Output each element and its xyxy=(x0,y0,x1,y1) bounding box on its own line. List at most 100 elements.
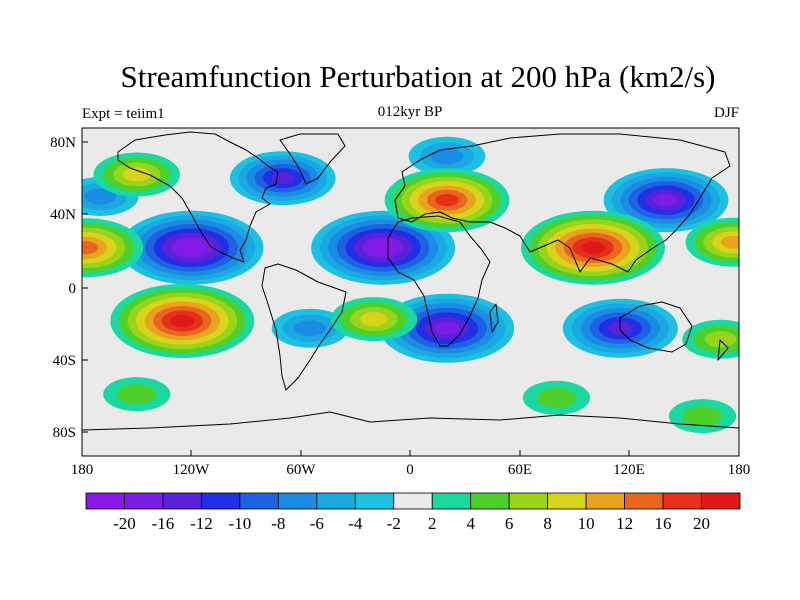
lon-label-60e: 60E xyxy=(508,462,532,478)
contour-level-pos8 xyxy=(123,167,151,182)
colorbar-swatch xyxy=(124,492,164,510)
contour-level-neg20 xyxy=(179,241,204,254)
positive-anomaly-17 xyxy=(522,380,591,415)
contour-level-pos4 xyxy=(536,387,577,408)
colorbar-label: 4 xyxy=(466,514,475,533)
colorbar-swatch xyxy=(470,492,510,510)
new-zealand-coastline xyxy=(717,339,729,361)
positive-anomaly-10 xyxy=(521,210,665,285)
contour-level-neg20 xyxy=(371,241,396,254)
colorbar-label: 20 xyxy=(693,514,710,533)
colorbar-label: 16 xyxy=(655,514,672,533)
colorbar-swatch xyxy=(162,492,202,510)
colorbar-label: 6 xyxy=(505,514,514,533)
colorbar-swatch xyxy=(431,492,472,510)
lat-label-40s: 40S xyxy=(53,353,76,369)
positive-anomaly-14 xyxy=(685,217,739,267)
antarctica-coastline xyxy=(82,411,739,431)
contour-level-neg6 xyxy=(84,188,117,205)
negative-anomaly-4 xyxy=(603,168,729,233)
positive-anomaly-11 xyxy=(110,283,255,358)
coastlines xyxy=(82,131,739,431)
lon-label-120e: 120E xyxy=(613,462,645,478)
greenland-coastline xyxy=(279,133,346,185)
contour-level-neg16 xyxy=(434,321,460,335)
colorbar-label: -4 xyxy=(348,514,363,533)
australia-coastline xyxy=(619,301,693,353)
colorbar-swatch xyxy=(701,492,741,510)
positive-anomaly-19 xyxy=(682,319,739,359)
lon-label-180e: 180 xyxy=(728,462,751,478)
lon-label-0: 0 xyxy=(406,462,414,478)
positive-anomaly-15 xyxy=(330,297,418,342)
plot-title: Streamfunction Perturbation at 200 hPa (… xyxy=(121,59,716,94)
negative-anomaly-1 xyxy=(311,210,456,285)
colorbar-swatch xyxy=(277,492,318,510)
negative-anomaly-6 xyxy=(271,308,349,348)
colorbar-swatch xyxy=(547,492,587,510)
colorbar-swatch xyxy=(201,492,241,510)
latitude-axis: 80N 40N 0 40S 80S xyxy=(50,135,88,441)
lon-label-120w: 120W xyxy=(173,462,211,478)
contour-level-pos8 xyxy=(360,312,388,327)
colorbar-swatch xyxy=(585,492,625,510)
colorbar-label: -12 xyxy=(190,514,213,533)
colorbar-label: -8 xyxy=(271,514,285,533)
contour-level-pos16 xyxy=(435,194,459,207)
lat-label-0: 0 xyxy=(69,281,77,297)
africa-coastline xyxy=(387,215,491,347)
positive-anomaly-16 xyxy=(103,377,171,412)
contour-level-neg12 xyxy=(271,172,295,185)
south-america-coastline xyxy=(261,263,347,391)
lat-label-80s: 80S xyxy=(53,425,76,441)
contour-level-pos20 xyxy=(170,314,195,328)
colorbar-swatch xyxy=(85,492,125,510)
colorbar-label: -20 xyxy=(113,514,136,533)
colorbar-label: 8 xyxy=(543,514,552,533)
contour-level-neg6 xyxy=(294,320,326,337)
positive-anomaly-13 xyxy=(82,218,144,278)
colorbar-label: 2 xyxy=(428,514,437,533)
lat-label-40n: 40N xyxy=(50,207,76,223)
colorbar-swatch xyxy=(393,492,433,510)
positive-anomaly-12 xyxy=(93,152,180,197)
colorbar-swatch xyxy=(662,492,702,510)
contour-level-pos4 xyxy=(117,384,157,405)
positive-anomaly-9 xyxy=(384,168,510,233)
season-label: DJF xyxy=(714,105,739,121)
colorbar-label: -2 xyxy=(387,514,401,533)
negative-anomaly-0 xyxy=(119,210,264,285)
colorbar-label: -10 xyxy=(229,514,252,533)
colorbar-swatch xyxy=(316,492,356,510)
lon-label-180w: 180 xyxy=(71,462,94,478)
positive-anomaly-18 xyxy=(668,399,737,434)
colorbar-label: 12 xyxy=(616,514,633,533)
contour-level-pos10 xyxy=(721,235,739,249)
time-label: 012kyr BP xyxy=(378,104,443,120)
contour-level-neg16 xyxy=(654,194,678,207)
experiment-label: Expt = teiim1 xyxy=(82,106,165,122)
colorbar-swatch xyxy=(354,492,395,510)
longitude-axis: 180 120W 60W 0 60E 120E 180 xyxy=(71,450,751,478)
madagascar-coastline xyxy=(489,303,499,333)
contour-level-neg6 xyxy=(431,148,463,165)
lat-label-80n: 80N xyxy=(50,135,76,151)
contour-level-pos4 xyxy=(682,406,723,426)
colorbar-label: 10 xyxy=(578,514,595,533)
contour-level-pos12 xyxy=(82,241,99,255)
north-america-coastline xyxy=(117,131,279,263)
map-panel: 80N 40N 0 40S 80S 180 120W 60W 0 60E 120… xyxy=(50,127,751,478)
negative-anomaly-5 xyxy=(229,151,336,206)
lon-label-60w: 60W xyxy=(286,462,316,478)
colorbar: -20 -16 -12 -10 -8 -6 -4 -2 2 4 6 8 10 12 16 20 xyxy=(85,492,741,533)
europe-asia-coastline xyxy=(394,133,731,273)
colorbar-swatch xyxy=(624,492,664,510)
contour-fill-layer xyxy=(82,136,739,434)
colorbar-label: -16 xyxy=(152,514,175,533)
colorbar-swatch xyxy=(508,492,549,510)
contour-level-pos6 xyxy=(704,331,737,348)
colorbar-label: -6 xyxy=(310,514,324,533)
colorbar-swatch xyxy=(239,492,279,510)
contour-level-pos20 xyxy=(581,241,605,254)
